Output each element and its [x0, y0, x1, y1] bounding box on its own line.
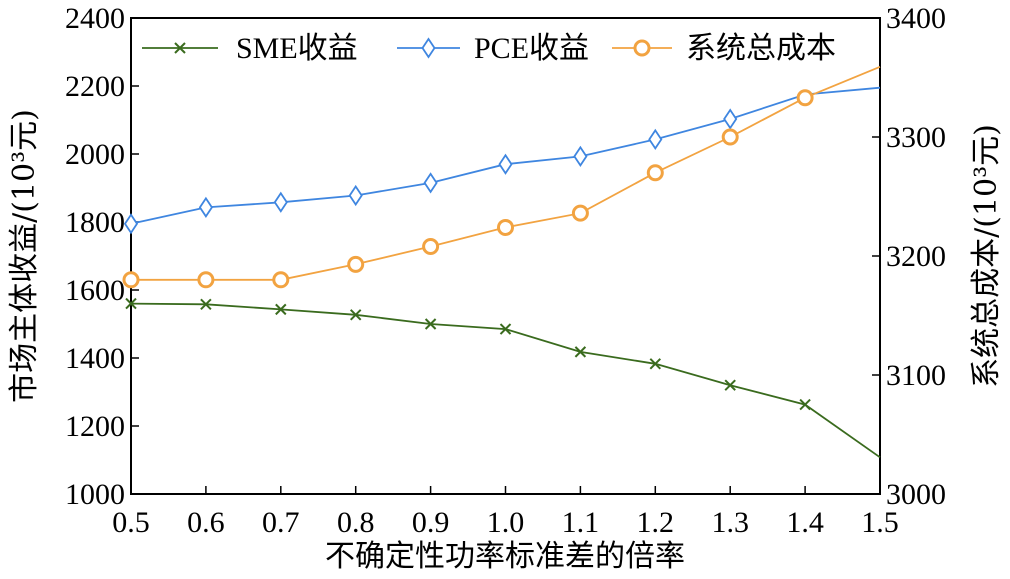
data-point: [574, 346, 587, 358]
data-point: [573, 145, 588, 168]
x-tick-label: 1.0: [487, 506, 525, 539]
data-point: [646, 164, 664, 182]
data-point: [498, 153, 513, 175]
legend-item: SME收益: [142, 32, 358, 65]
x-tick-label: 0.7: [262, 506, 300, 539]
plot-area-border: [130, 17, 881, 495]
tick-labels: 0.5 0.6 0.7 0.8 0.9 1.0 1.1 1.2 1.3 1.4 1.5 1000 120…: [65, 2, 946, 539]
series-group: [122, 65, 881, 459]
data-point: [424, 318, 437, 330]
legend-label: PCE收益: [474, 32, 589, 65]
data-point: [499, 323, 512, 335]
data-point: [273, 191, 288, 213]
y-tick-label-left: 2200: [65, 70, 125, 103]
x-tick-label: 0.5: [112, 506, 150, 539]
data-point: [347, 255, 365, 273]
y-tick-label-right: 3400: [886, 2, 946, 35]
series-1: [125, 297, 881, 459]
legend-item: 系统总成本: [612, 32, 836, 65]
x-axis-label: 不确定性功率标准差的倍率: [325, 539, 685, 574]
data-point: [123, 213, 139, 235]
data-point: [796, 89, 814, 107]
x-tick-label: 0.9: [412, 506, 450, 539]
data-point: [799, 398, 811, 411]
legend-item: PCE收益: [397, 32, 589, 65]
x-tick-label: 1.2: [637, 506, 675, 539]
data-point: [122, 271, 140, 289]
data-point: [422, 237, 440, 255]
data-point: [275, 303, 287, 316]
y-tick-label-right: 3100: [886, 359, 946, 392]
y-tick-label-left: 1200: [65, 410, 125, 443]
data-point: [198, 196, 213, 219]
legend-marker: [633, 39, 651, 57]
legend: SME收益 PCE收益 系统总成本: [142, 32, 836, 65]
data-point: [723, 108, 738, 130]
y-axis-label-right: 系统总成本/(10³元): [969, 124, 1004, 388]
y-tick-label-left: 2000: [65, 138, 125, 171]
x-tick-label: 1.3: [711, 506, 749, 539]
x-tick-label: 0.8: [337, 506, 375, 539]
data-point: [423, 172, 438, 194]
tick-marks: [130, 17, 881, 495]
x-tick-label: 1.5: [861, 506, 899, 539]
legend-marker: [421, 37, 436, 59]
data-point: [348, 184, 363, 207]
data-point: [125, 297, 137, 310]
x-tick-label: 0.6: [187, 506, 225, 539]
data-point: [724, 379, 736, 391]
data-point: [197, 271, 215, 289]
x-tick-label: 1.4: [786, 506, 824, 539]
data-point: [200, 298, 212, 310]
data-point: [349, 309, 362, 321]
y-axis-label-left: 市场主体收益/(10³元): [7, 109, 42, 403]
legend-label: SME收益: [236, 32, 358, 65]
data-point: [648, 128, 663, 151]
legend-marker: [174, 42, 186, 54]
series-3: [122, 65, 881, 289]
series-line: [130, 302, 881, 459]
x-tick-label: 1.1: [562, 506, 600, 539]
y-tick-label-right: 3000: [886, 478, 946, 511]
y-tick-label-left: 1600: [65, 274, 125, 307]
y-tick-label-right: 3300: [886, 121, 946, 154]
data-point: [272, 271, 290, 289]
y-tick-label-left: 1000: [65, 478, 125, 511]
data-point: [649, 358, 662, 370]
series-2: [123, 86, 881, 235]
y-tick-label-left: 1400: [65, 342, 125, 375]
legend-label: 系统总成本: [686, 32, 836, 65]
data-point: [497, 218, 514, 236]
plot-frame: [130, 17, 881, 495]
y-tick-label-right: 3200: [886, 240, 946, 273]
y-tick-label-left: 1800: [65, 206, 125, 239]
data-point: [571, 204, 589, 222]
data-point: [721, 128, 739, 146]
y-tick-label-left: 2400: [65, 2, 125, 35]
